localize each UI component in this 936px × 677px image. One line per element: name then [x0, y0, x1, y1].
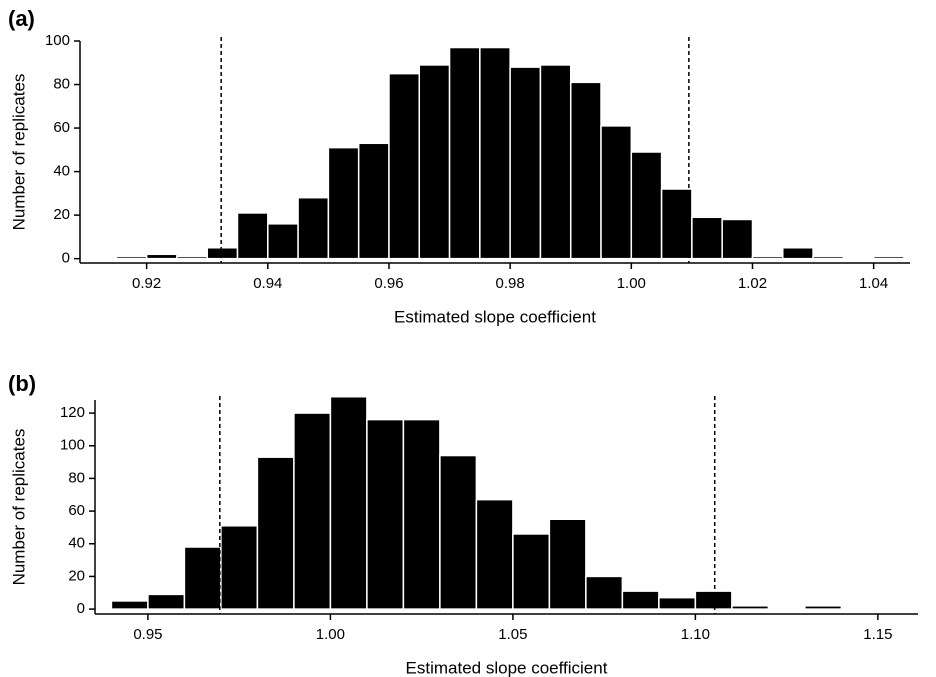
bar	[691, 216, 723, 260]
bar	[147, 593, 186, 610]
x-tick-label: 1.00	[316, 626, 345, 643]
bar	[329, 395, 368, 610]
bar	[388, 72, 421, 260]
bar	[751, 255, 784, 260]
bar	[872, 255, 905, 260]
bar	[220, 525, 259, 610]
bar	[475, 498, 514, 610]
bar	[176, 255, 208, 260]
bar	[448, 46, 481, 260]
y-axis-label: Number of replicates	[9, 74, 28, 231]
x-tick-label: 1.02	[738, 275, 767, 292]
x-tick-label: 0.92	[132, 275, 161, 292]
bar	[479, 46, 511, 260]
x-tick-label: 1.04	[859, 275, 888, 292]
bar	[183, 546, 222, 610]
x-tick-label: 0.94	[253, 275, 282, 292]
y-tick-label: 20	[53, 206, 70, 223]
y-tick-label: 100	[45, 32, 70, 49]
y-tick-label: 100	[60, 437, 85, 454]
x-tick-label: 0.95	[133, 626, 162, 643]
bar	[297, 196, 330, 260]
bar	[548, 518, 587, 610]
bar	[293, 412, 332, 610]
bar	[439, 454, 478, 610]
y-tick-label: 0	[77, 600, 85, 617]
bar	[658, 596, 697, 610]
y-tick-label: 0	[62, 250, 70, 267]
bar	[509, 66, 542, 260]
bar	[812, 255, 845, 260]
x-tick-label: 1.10	[681, 626, 710, 643]
y-tick-label: 80	[68, 469, 85, 486]
bar	[327, 146, 360, 260]
x-tick-label: 0.98	[496, 275, 525, 292]
bar	[804, 605, 843, 610]
bar	[660, 188, 693, 260]
y-tick-label: 120	[60, 404, 85, 421]
bar	[630, 151, 663, 260]
bar	[115, 255, 148, 260]
x-tick-label: 0.96	[374, 275, 403, 292]
x-tick-label: 1.05	[498, 626, 527, 643]
y-tick-label: 40	[53, 163, 70, 180]
bar	[357, 142, 390, 260]
bar	[539, 64, 572, 260]
y-tick-label: 80	[53, 75, 70, 92]
x-tick-label: 1.15	[863, 626, 892, 643]
bar	[110, 600, 149, 610]
bar	[145, 253, 178, 260]
panel-label: (a)	[8, 6, 35, 31]
bar	[418, 64, 451, 260]
bar	[267, 223, 299, 260]
y-axis-label: Number of replicates	[9, 429, 28, 586]
bar	[512, 533, 551, 610]
bar	[721, 218, 754, 260]
bar	[256, 456, 295, 610]
panel-label: (b)	[8, 371, 36, 396]
bar	[569, 81, 602, 260]
bar	[236, 212, 269, 260]
bar	[402, 418, 441, 610]
x-axis-label: Estimated slope coefficient	[406, 658, 608, 677]
x-tick-label: 1.00	[617, 275, 646, 292]
bar	[731, 605, 770, 610]
bar	[366, 418, 405, 610]
y-tick-label: 60	[68, 502, 85, 519]
y-tick-label: 60	[53, 119, 70, 136]
y-tick-label: 20	[68, 567, 85, 584]
y-tick-label: 40	[68, 535, 85, 552]
x-axis-label: Estimated slope coefficient	[394, 307, 596, 326]
bar	[782, 247, 814, 260]
bar	[694, 590, 733, 610]
bar	[600, 125, 633, 260]
bar	[585, 575, 624, 610]
bar	[206, 247, 239, 260]
bar	[621, 590, 660, 610]
